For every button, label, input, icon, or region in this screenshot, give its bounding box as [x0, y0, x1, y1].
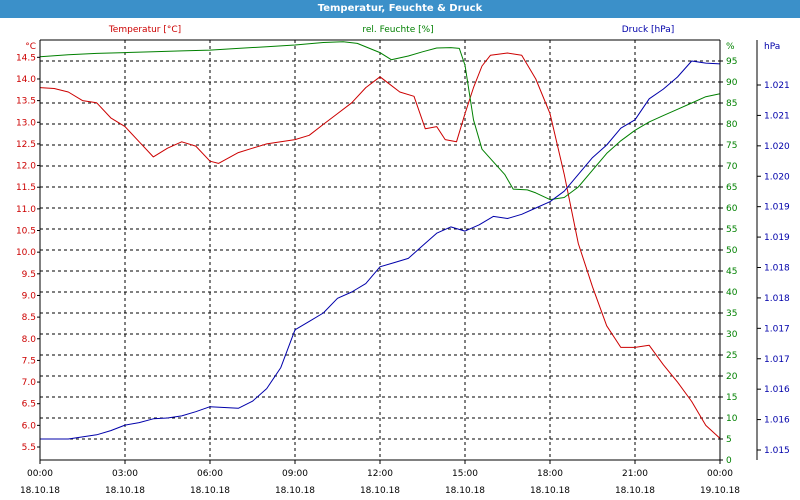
humidity-tick-label: 5 — [726, 435, 732, 445]
humidity-tick-label: 45 — [726, 267, 737, 277]
x-tick-label-date: 18.10.18 — [190, 486, 230, 496]
pressure-tick-label: 1.020 — [764, 172, 790, 182]
pressure-tick-label: 1.015 — [764, 446, 790, 456]
x-tick-label-time: 00:00 — [27, 469, 53, 479]
temperature-tick-label: 6.0 — [22, 421, 37, 431]
humidity-tick-label: 20 — [726, 372, 738, 382]
x-tick-label-date: 18.10.18 — [615, 486, 655, 496]
humidity-tick-label: 25 — [726, 351, 737, 361]
pressure-tick-label: 1.020 — [764, 142, 790, 152]
chart-canvas: 00:00 18.10.18 03:00 18.10.18 06:00 18.10.18 0… — [0, 18, 800, 500]
pressure-tick-label: 1.021 — [764, 81, 790, 91]
humidity-tick-label: 0 — [726, 456, 732, 466]
humidity-unit-label: % — [726, 42, 735, 52]
x-tick-label-time: 21:00 — [622, 469, 648, 479]
temperature-tick-label: 7.5 — [22, 356, 36, 366]
pressure-axis-title: Druck [hPa] — [622, 25, 675, 35]
pressure-tick-label: 1.017 — [764, 355, 790, 365]
humidity-tick-label: 30 — [726, 330, 738, 340]
series-line-humidity — [39, 41, 721, 201]
temperature-tick-label: 10.0 — [16, 248, 36, 258]
x-tick-label-time: 18:00 — [537, 469, 563, 479]
temperature-unit-label: °C — [25, 42, 36, 52]
pressure-tick-label: 1.019 — [764, 233, 790, 243]
humidity-tick-label: 55 — [726, 225, 737, 235]
temperature-tick-label: 9.5 — [22, 270, 36, 280]
humidity-tick-label: 40 — [726, 288, 738, 298]
temperature-tick-label: 5.5 — [22, 443, 36, 453]
humidity-tick-label: 10 — [726, 414, 738, 424]
humidity-tick-label: 90 — [726, 78, 738, 88]
temperature-tick-label: 6.5 — [22, 400, 36, 410]
x-tick-label-time: 15:00 — [452, 469, 478, 479]
temperature-tick-label: 13.5 — [16, 97, 36, 107]
x-tick-label-date: 18.10.18 — [275, 486, 315, 496]
humidity-tick-label: 85 — [726, 99, 737, 109]
pressure-tick-label: 1.021 — [764, 111, 790, 121]
series-lines — [39, 41, 721, 440]
series-line-pressure — [40, 60, 721, 440]
pressure-tick-label: 1.016 — [764, 416, 790, 426]
humidity-tick-label: 70 — [726, 162, 738, 172]
temperature-tick-label: 14.5 — [16, 53, 36, 63]
series-line-temperature — [39, 52, 721, 439]
x-tick-label-date: 18.10.18 — [445, 486, 485, 496]
humidity-tick-label: 15 — [726, 393, 737, 403]
pressure-tick-label: 1.018 — [764, 294, 790, 304]
humidity-tick-label: 35 — [726, 309, 737, 319]
humidity-axis-title: rel. Feuchte [%] — [362, 25, 433, 35]
axes — [37, 39, 761, 464]
humidity-tick-label: 60 — [726, 204, 738, 214]
x-tick-label-date: 18.10.18 — [20, 486, 60, 496]
humidity-tick-label: 65 — [726, 183, 737, 193]
pressure-tick-label: 1.017 — [764, 324, 790, 334]
chart-title: Temperatur, Feuchte & Druck — [0, 0, 800, 18]
temperature-tick-label: 11.0 — [16, 205, 36, 215]
temperature-tick-label: 13.0 — [16, 118, 36, 128]
temperature-tick-label: 7.0 — [22, 378, 37, 388]
pressure-unit-label: hPa — [764, 42, 780, 52]
x-tick-label-time: 12:00 — [367, 469, 393, 479]
x-tick-label-time: 03:00 — [112, 469, 138, 479]
humidity-tick-label: 80 — [726, 120, 738, 130]
temperature-tick-label: 8.5 — [22, 313, 36, 323]
x-tick-label-time: 00:00 — [707, 469, 733, 479]
axis-labels: 00:00 18.10.18 03:00 18.10.18 06:00 18.10.18 0… — [16, 25, 790, 496]
temperature-tick-label: 14.0 — [16, 75, 36, 85]
humidity-tick-label: 75 — [726, 141, 737, 151]
temperature-tick-label: 8.0 — [22, 335, 37, 345]
x-tick-label-date: 18.10.18 — [105, 486, 145, 496]
pressure-tick-label: 1.019 — [764, 203, 790, 213]
temperature-tick-label: 9.0 — [22, 291, 37, 301]
temperature-tick-label: 11.5 — [16, 183, 36, 193]
x-tick-label-time: 06:00 — [197, 469, 223, 479]
pressure-tick-label: 1.018 — [764, 264, 790, 274]
temperature-tick-label: 12.0 — [16, 162, 36, 172]
x-tick-label-date: 19.10.18 — [700, 486, 740, 496]
pressure-tick-label: 1.016 — [764, 385, 790, 395]
temperature-tick-label: 12.5 — [16, 140, 36, 150]
humidity-tick-label: 50 — [726, 246, 738, 256]
temperature-tick-label: 10.5 — [16, 227, 36, 237]
x-tick-label-date: 18.10.18 — [530, 486, 570, 496]
x-tick-label-time: 09:00 — [282, 469, 308, 479]
temperature-axis-title: Temperatur [°C] — [108, 25, 181, 35]
x-tick-label-date: 18.10.18 — [360, 486, 400, 496]
grid-lines — [40, 40, 720, 460]
humidity-tick-label: 95 — [726, 57, 737, 67]
